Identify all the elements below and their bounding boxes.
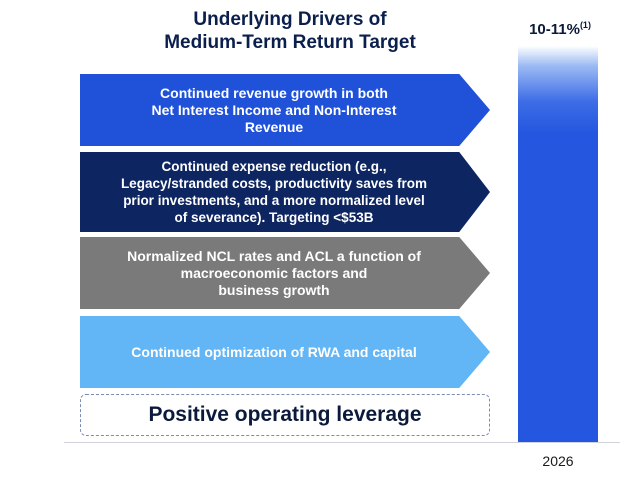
target-year-label: 2026 xyxy=(542,453,574,469)
return-target-label: 10-11%(1) xyxy=(510,20,610,38)
driver-arrow-rwa-optimization: Continued optimization of RWA and capita… xyxy=(80,316,490,388)
driver-arrow-ncl-rates: Normalized NCL rates and ACL a function … xyxy=(80,237,490,309)
driver-text-ncl-rates: Normalized NCL rates and ACL a function … xyxy=(127,247,421,298)
title-line-2: Medium-Term Return Target xyxy=(164,32,416,53)
driver-text-expense-reduction: Continued expense reduction (e.g., Legac… xyxy=(120,159,428,225)
driver-text-revenue-growth: Continued revenue growth in both Net Int… xyxy=(151,84,397,135)
diagram-title: Underlying Drivers of Medium-Term Return… xyxy=(80,8,500,54)
driver-arrow-expense-reduction: Continued expense reduction (e.g., Legac… xyxy=(80,152,490,232)
operating-leverage-box: Positive operating leverage xyxy=(80,394,490,436)
return-target-footnote: (1) xyxy=(579,20,591,30)
driver-text-rwa-optimization: Continued optimization of RWA and capita… xyxy=(131,343,417,360)
operating-leverage-text: Positive operating leverage xyxy=(148,403,422,426)
baseline-divider xyxy=(64,442,620,443)
return-target-bar xyxy=(518,46,598,442)
driver-arrow-revenue-growth: Continued revenue growth in both Net Int… xyxy=(80,74,490,146)
title-line-1: Underlying Drivers of xyxy=(193,9,387,30)
return-target-value: 10-11% xyxy=(529,21,580,38)
